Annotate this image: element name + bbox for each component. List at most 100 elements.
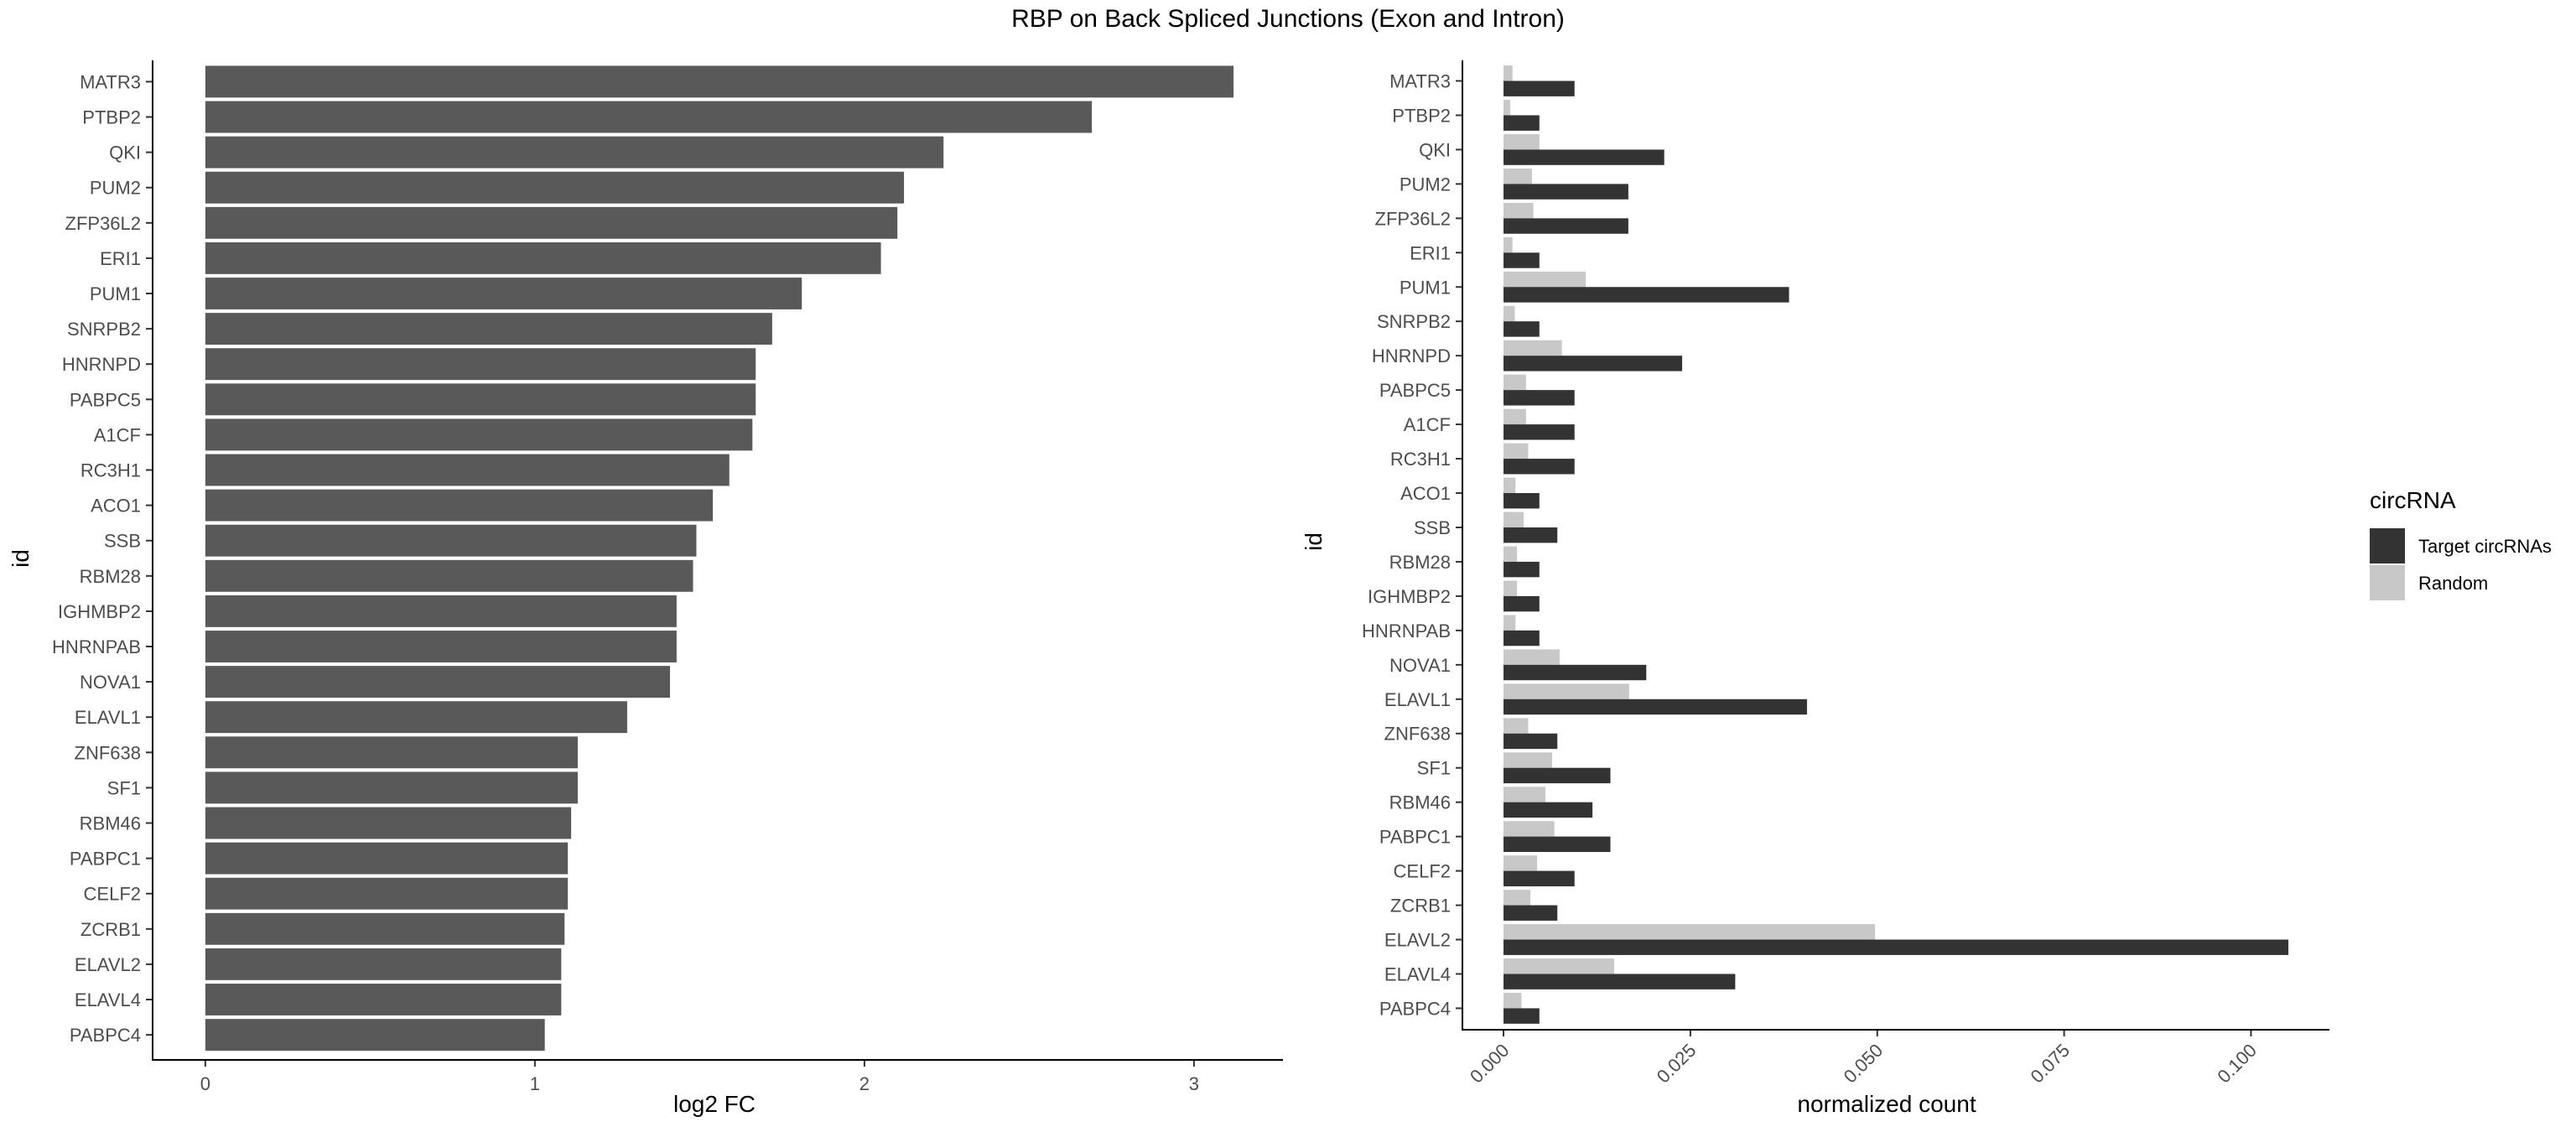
- right-y-tick-label: SF1: [1417, 758, 1451, 779]
- right-y-tick-label: PABPC1: [1379, 827, 1451, 848]
- right-y-tick-label: PUM1: [1400, 277, 1451, 298]
- left-bar-ssb: [205, 524, 697, 557]
- left-bar-hnrnpab: [205, 631, 677, 662]
- target-bar-zcrb1: [1504, 905, 1558, 921]
- right-y-tick-label: PUM2: [1400, 174, 1451, 195]
- target-bar-matr3: [1504, 80, 1575, 96]
- right-y-tick-label: CELF2: [1394, 861, 1451, 882]
- random-bar-matr3: [1504, 65, 1513, 81]
- right-y-tick-label: ACO1: [1400, 483, 1451, 504]
- left-y-tick-label: A1CF: [94, 424, 141, 445]
- left-bar-elavl4: [205, 984, 562, 1015]
- random-bar-elavl1: [1504, 683, 1629, 699]
- left-bar-elavl1: [205, 701, 627, 734]
- right-bars: [1504, 65, 2288, 1024]
- left-y-tick-label: QKI: [109, 143, 141, 164]
- right-y-tick-label: ELAVL1: [1384, 689, 1451, 710]
- left-bar-nova1: [205, 666, 671, 699]
- random-bar-znf638: [1504, 718, 1529, 734]
- random-bar-hnrnpab: [1504, 615, 1516, 631]
- random-bar-aco1: [1504, 477, 1516, 494]
- left-bars: [205, 65, 1234, 1052]
- left-bar-celf2: [205, 877, 569, 910]
- right-y-tick-label: QKI: [1419, 139, 1451, 160]
- left-bar-zcrb1: [205, 912, 565, 945]
- random-bar-pabpc1: [1504, 821, 1555, 837]
- target-bar-aco1: [1504, 493, 1540, 509]
- random-bar-zfp36l2: [1504, 202, 1534, 219]
- random-bar-sf1: [1504, 752, 1552, 768]
- left-y-tick-label: RBM46: [80, 813, 141, 834]
- target-bar-elavl2: [1504, 939, 2288, 955]
- target-bar-znf638: [1504, 733, 1558, 750]
- random-bar-ptbp2: [1504, 100, 1511, 116]
- target-bar-ighmbp2: [1504, 595, 1540, 612]
- left-bar-qki: [205, 136, 944, 169]
- right-y-tick-label: SNRPB2: [1377, 311, 1451, 332]
- right-panel: MATR3 PTBP2 QKI PUM2 ZFP36L2 ERI1 PUM1 SNRPB2 HN…: [1301, 60, 2329, 1117]
- left-x-tick-label: 0: [200, 1073, 210, 1094]
- right-y-tick-label: ELAVL4: [1384, 963, 1451, 984]
- left-bar-pabpc5: [205, 383, 756, 416]
- left-bar-hnrnpd: [205, 348, 756, 381]
- random-bar-zcrb1: [1504, 890, 1531, 906]
- right-y-tick-label: IGHMBP2: [1368, 586, 1451, 607]
- left-x-tick-labels: 0 1 2 3: [200, 1060, 1199, 1094]
- left-y-tick-label: SNRPB2: [67, 319, 141, 340]
- random-bar-rbm28: [1504, 546, 1518, 562]
- target-bar-pabpc1: [1504, 836, 1611, 853]
- left-y-tick-label: PUM2: [90, 178, 141, 199]
- right-y-tick-label: MATR3: [1389, 71, 1451, 92]
- right-y-tick-label: RC3H1: [1390, 449, 1451, 470]
- left-y-tick-label: IGHMBP2: [58, 601, 141, 622]
- target-bar-celf2: [1504, 870, 1575, 886]
- left-y-tick-label: CELF2: [84, 884, 141, 905]
- left-bar-rbm28: [205, 559, 693, 592]
- right-y-tick-label: RBM46: [1389, 792, 1451, 813]
- left-bar-pum1: [205, 278, 802, 309]
- random-bar-ssb: [1504, 512, 1524, 527]
- left-bar-rbm46: [205, 807, 572, 839]
- right-y-tick-label: ZFP36L2: [1375, 208, 1452, 229]
- left-bar-znf638: [205, 736, 578, 769]
- right-y-tick-label: PTBP2: [1392, 105, 1451, 126]
- left-x-tick-label: 1: [530, 1073, 540, 1094]
- right-y-tick-label: ZCRB1: [1390, 896, 1451, 917]
- left-bar-pabpc1: [205, 842, 569, 875]
- right-y-tick-label: PABPC5: [1379, 380, 1451, 401]
- target-bar-elavl1: [1504, 699, 1807, 715]
- left-bar-ptbp2: [205, 101, 1093, 133]
- left-y-tick-label: ELAVL1: [75, 707, 141, 728]
- target-bar-pabpc4: [1504, 1008, 1540, 1024]
- left-y-tick-label: PABPC4: [70, 1025, 141, 1046]
- target-bar-elavl4: [1504, 974, 1736, 989]
- random-bar-qki: [1504, 134, 1540, 150]
- target-bar-rbm28: [1504, 561, 1540, 578]
- legend: circRNA Target circRNAs Random: [2370, 487, 2552, 600]
- target-bar-pum1: [1504, 287, 1789, 303]
- right-y-axis-title: id: [1301, 532, 1327, 551]
- left-y-tick-label: PTBP2: [82, 107, 141, 128]
- left-y-tick-label: ZFP36L2: [65, 213, 142, 234]
- left-y-tick-label: ACO1: [91, 496, 141, 517]
- target-bar-qki: [1504, 149, 1665, 165]
- left-bar-zfp36l2: [205, 206, 898, 239]
- legend-swatch-target: [2370, 528, 2405, 564]
- legend-swatch-random: [2370, 565, 2405, 600]
- legend-title: circRNA: [2370, 487, 2456, 513]
- target-bar-a1cf: [1504, 424, 1575, 440]
- left-y-tick-label: ELAVL4: [75, 989, 141, 1010]
- legend-label-target: Target circRNAs: [2418, 536, 2552, 557]
- right-y-tick-label: HNRNPD: [1372, 345, 1451, 366]
- right-y-tick-label: ZNF638: [1384, 724, 1451, 745]
- target-bar-rbm46: [1504, 802, 1593, 818]
- right-y-tick-label: ELAVL2: [1384, 930, 1451, 951]
- random-bar-eri1: [1504, 236, 1513, 253]
- random-bar-pum2: [1504, 168, 1532, 184]
- left-y-axis-title: id: [8, 549, 34, 568]
- left-bar-eri1: [205, 242, 881, 274]
- random-bar-pum1: [1504, 271, 1587, 288]
- left-bar-snrpb2: [205, 313, 772, 345]
- left-bar-ighmbp2: [205, 595, 677, 627]
